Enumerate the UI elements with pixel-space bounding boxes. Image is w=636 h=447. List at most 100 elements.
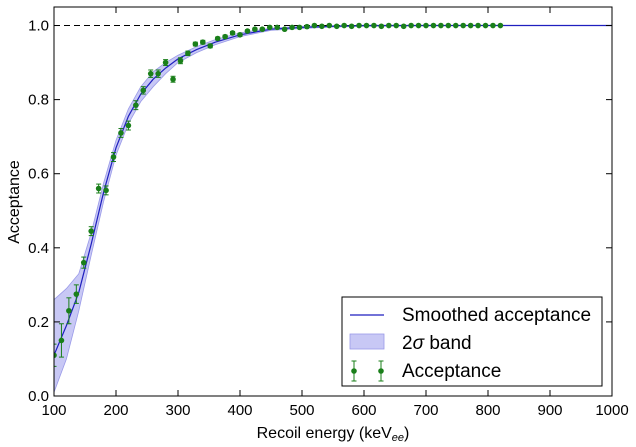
acceptance-marker	[423, 22, 429, 29]
acceptance-point	[54, 343, 57, 367]
acceptance-marker	[460, 22, 467, 29]
legend-label-band: 2σ band	[402, 333, 472, 354]
acceptance-point	[296, 24, 303, 31]
acceptance-point	[482, 22, 489, 29]
acceptance-marker	[311, 22, 318, 29]
acceptance-point	[497, 22, 504, 29]
acceptance-point	[333, 23, 340, 30]
acceptance-point	[110, 152, 117, 162]
legend: Smoothed acceptance 2σ band Acceptance	[341, 296, 603, 387]
ticks-layer: 100 200 300 400 500 600 700 800 900 1000 0.0 0.2 0.4…	[28, 7, 629, 419]
acceptance-marker	[147, 70, 154, 77]
legend-marker	[351, 368, 357, 374]
acceptance-point	[430, 22, 437, 29]
acceptance-point	[125, 120, 132, 131]
acceptance-marker	[438, 22, 444, 29]
x-tick-label: 200	[103, 402, 128, 419]
acceptance-point	[118, 128, 124, 138]
acceptance-marker	[207, 43, 214, 49]
y-tick-label: 0.0	[28, 388, 49, 405]
acceptance-point	[229, 30, 236, 36]
acceptance-point	[475, 22, 481, 29]
acceptance-marker	[415, 22, 422, 29]
acceptance-point	[192, 41, 199, 47]
acceptance-marker	[140, 87, 147, 94]
acceptance-marker	[214, 35, 221, 42]
acceptance-marker	[386, 22, 392, 29]
acceptance-point	[95, 183, 102, 194]
acceptance-marker	[319, 23, 325, 30]
acceptance-point	[170, 75, 176, 83]
acceptance-point	[244, 28, 251, 34]
x-tick-label: 900	[537, 402, 562, 419]
acceptance-marker	[229, 30, 236, 36]
acceptance-marker	[237, 31, 243, 38]
acceptance-point	[252, 26, 258, 33]
acceptance-point	[356, 22, 362, 29]
acceptance-point	[281, 26, 288, 33]
acceptance-marker	[497, 22, 504, 29]
acceptance-marker	[304, 23, 310, 30]
x-tick-label: 400	[227, 402, 252, 419]
acceptance-point	[259, 26, 266, 33]
acceptance-marker	[452, 22, 459, 29]
acceptance-point	[326, 22, 333, 29]
acceptance-point	[408, 22, 414, 29]
acceptance-marker	[333, 23, 340, 30]
acceptance-point	[133, 100, 139, 111]
y-tick-label: 0.6	[28, 166, 49, 183]
acceptance-marker	[170, 76, 176, 83]
acceptance-point	[222, 33, 228, 40]
acceptance-marker	[103, 187, 109, 194]
acceptance-marker	[482, 22, 489, 29]
acceptance-marker	[430, 22, 437, 29]
acceptance-point	[378, 23, 385, 30]
acceptance-point	[289, 24, 295, 31]
acceptance-marker	[378, 23, 385, 30]
acceptance-point	[415, 22, 422, 29]
acceptance-marker	[408, 22, 414, 29]
y-tick-label: 0.8	[28, 92, 49, 109]
acceptance-marker	[393, 22, 400, 29]
acceptance-marker	[289, 24, 295, 31]
acceptance-point	[185, 50, 191, 57]
y-tick-label: 0.2	[28, 314, 49, 331]
acceptance-point	[445, 22, 452, 29]
acceptance-point	[460, 22, 467, 29]
acceptance-marker	[445, 22, 452, 29]
acceptance-point	[400, 23, 407, 30]
x-tick-label: 700	[413, 402, 438, 419]
acceptance-marker	[371, 22, 377, 29]
acceptance-point	[66, 297, 72, 325]
acceptance-point	[319, 23, 325, 30]
acceptance-marker	[363, 22, 370, 29]
acceptance-marker	[118, 130, 124, 136]
acceptance-marker	[66, 307, 72, 314]
acceptance-marker	[490, 22, 496, 29]
acceptance-point	[155, 69, 161, 78]
x-tick-label: 300	[165, 402, 190, 419]
acceptance-marker	[475, 22, 481, 29]
acceptance-marker	[155, 70, 161, 77]
acceptance-point	[200, 39, 206, 45]
acceptance-point	[80, 256, 87, 269]
acceptance-marker	[259, 26, 266, 33]
legend-band-swatch	[349, 333, 385, 350]
acceptance-point	[162, 59, 169, 67]
legend-point	[351, 360, 357, 382]
acceptance-marker	[296, 24, 303, 31]
acceptance-point	[103, 185, 109, 196]
y-tick-label: 1.0	[28, 18, 49, 35]
acceptance-point	[147, 69, 154, 78]
acceptance-point	[386, 22, 392, 29]
acceptance-marker	[177, 57, 184, 64]
acceptance-marker	[222, 33, 228, 40]
acceptance-marker	[54, 352, 57, 359]
acceptance-marker	[274, 24, 281, 31]
acceptance-marker	[467, 22, 474, 29]
acceptance-marker	[341, 22, 347, 29]
acceptance-point	[452, 22, 459, 29]
acceptance-marker	[192, 41, 199, 47]
acceptance-point	[266, 24, 273, 31]
